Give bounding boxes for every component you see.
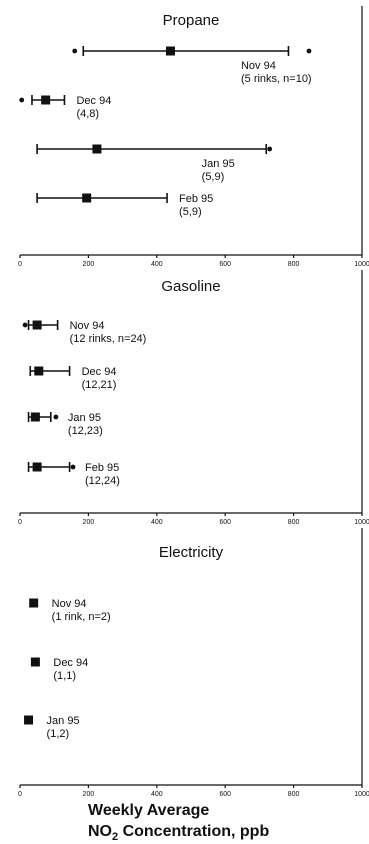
x-tick-label: 1000	[354, 519, 369, 526]
series-label: Dec 94	[82, 366, 117, 378]
panel-title: Electricity	[159, 544, 224, 561]
x-tick-label: 0	[18, 791, 22, 798]
extreme-point	[53, 414, 59, 420]
series-label: Dec 94	[53, 657, 88, 669]
x-tick-label: 200	[83, 519, 95, 526]
series-label: Nov 94	[241, 60, 276, 72]
series-label: Feb 95	[85, 462, 119, 474]
panel-propane: 0 200 400 600 800 1000 Propane Nov 94(5 rinks, …	[18, 6, 369, 268]
x-axis-label-subscript: 2	[112, 831, 118, 843]
series-sublabel: (5,9)	[179, 206, 202, 218]
mean-marker	[32, 320, 42, 330]
mean-marker	[165, 46, 175, 56]
series-label: Feb 95	[179, 193, 213, 205]
extreme-point	[267, 146, 273, 152]
panel-gasoline: 0 200 400 600 800 1000 Gasoline Nov 94(12 rinks…	[18, 270, 369, 526]
mean-marker	[32, 462, 42, 472]
series-sublabel: (12,21)	[82, 379, 117, 391]
panel-title: Gasoline	[161, 278, 220, 295]
x-tick-label: 200	[83, 791, 95, 798]
mean-marker	[82, 193, 92, 203]
x-tick-label: 0	[18, 261, 22, 268]
series-sublabel: (5 rinks, n=10)	[241, 73, 312, 85]
x-tick-label: 800	[288, 519, 300, 526]
series-label: Nov 94	[52, 598, 87, 610]
mean-marker	[29, 598, 39, 608]
x-tick-label: 0	[18, 519, 22, 526]
series-sublabel: (1,1)	[53, 670, 76, 682]
x-tick-label: 600	[219, 519, 231, 526]
series-label: Nov 94	[70, 320, 105, 332]
series-label: Dec 94	[76, 95, 111, 107]
x-axis-label-line-2: NO2 Concentration, ppb	[88, 823, 269, 843]
series-label: Jan 95	[68, 412, 101, 424]
mean-marker	[92, 144, 102, 154]
series-sublabel: (5,9)	[202, 171, 225, 183]
mean-marker	[30, 657, 40, 667]
series-sublabel: (4,8)	[76, 108, 99, 120]
x-tick-label: 600	[219, 261, 231, 268]
series-sublabel: (1,2)	[47, 728, 70, 740]
mean-marker	[41, 95, 51, 105]
x-tick-label: 800	[288, 261, 300, 268]
x-tick-label: 400	[151, 519, 163, 526]
x-tick-label: 1000	[354, 791, 369, 798]
x-axis-label-no: NO	[88, 823, 112, 840]
extreme-point	[22, 322, 28, 328]
mean-marker	[24, 715, 34, 725]
x-axis-label-line-1: Weekly Average	[88, 802, 209, 819]
x-tick-label: 200	[83, 261, 95, 268]
series-sublabel: (12,23)	[68, 425, 103, 437]
x-tick-label: 400	[151, 791, 163, 798]
extreme-point	[306, 48, 312, 54]
panel-title: Propane	[163, 12, 220, 29]
mean-marker	[30, 412, 40, 422]
series-label: Jan 95	[202, 158, 235, 170]
extreme-point	[72, 48, 78, 54]
x-tick-label: 800	[288, 791, 300, 798]
x-tick-label: 400	[151, 261, 163, 268]
extreme-point	[19, 97, 25, 103]
series-sublabel: (12 rinks, n=24)	[70, 333, 147, 345]
series-sublabel: (12,24)	[85, 475, 120, 487]
mean-marker	[34, 366, 44, 376]
series-sublabel: (1 rink, n=2)	[52, 611, 111, 623]
x-tick-label: 600	[219, 791, 231, 798]
x-axis-label-rest: Concentration, ppb	[118, 823, 269, 840]
extreme-point	[70, 464, 76, 470]
series-label: Jan 95	[47, 715, 80, 727]
x-tick-label: 1000	[354, 261, 369, 268]
panel-electricity: 0 200 400 600 800 1000 Electricity Nov 94(1 rin…	[18, 528, 369, 798]
